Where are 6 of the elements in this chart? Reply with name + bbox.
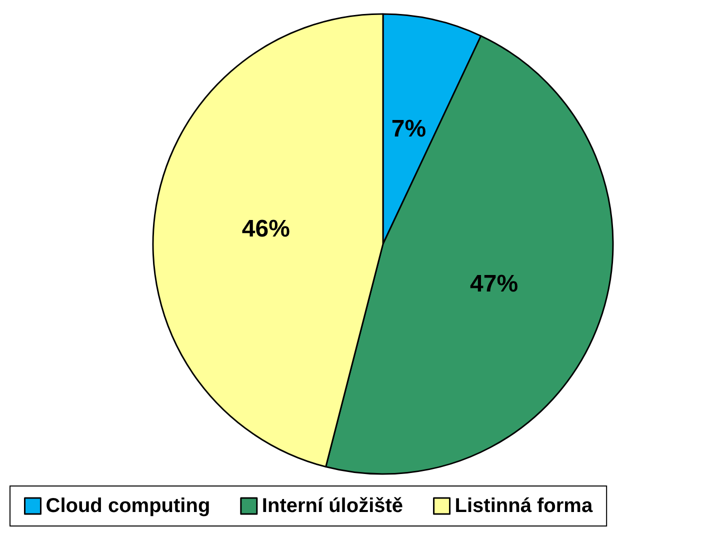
data-label: 46%: [242, 216, 290, 243]
data-label: 47%: [470, 270, 518, 298]
legend-label: Cloud computing: [46, 495, 210, 517]
legend-label: Interní úložiště: [262, 495, 404, 517]
legend-label: Listinná forma: [454, 495, 594, 517]
data-label: 7%: [391, 115, 426, 142]
